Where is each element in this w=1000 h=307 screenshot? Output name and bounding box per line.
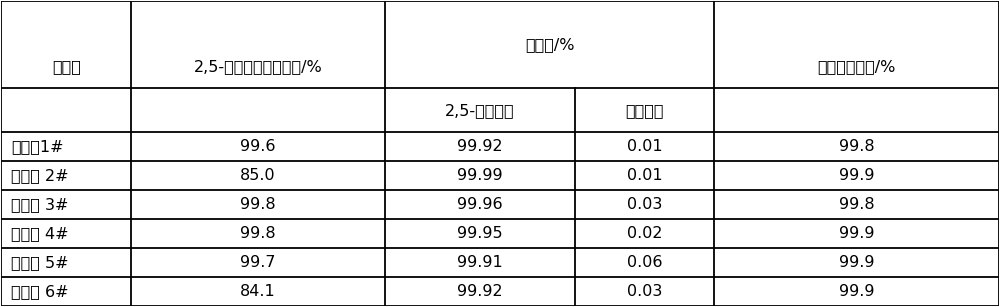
Text: 2,5-二氯苯胺: 2,5-二氯苯胺 bbox=[445, 103, 515, 118]
Text: 脱氯产物: 脱氯产物 bbox=[625, 103, 664, 118]
Text: 催化剂1#: 催化剂1# bbox=[11, 139, 64, 154]
Text: 0.03: 0.03 bbox=[627, 284, 662, 299]
Text: 99.99: 99.99 bbox=[457, 168, 503, 183]
Text: 催化剂回收率/%: 催化剂回收率/% bbox=[817, 59, 896, 74]
Text: 0.03: 0.03 bbox=[627, 197, 662, 212]
Text: 99.9: 99.9 bbox=[839, 284, 874, 299]
Text: 0.01: 0.01 bbox=[627, 168, 662, 183]
Text: 2,5-二氯硝基苯转化率/%: 2,5-二氯硝基苯转化率/% bbox=[194, 59, 323, 74]
Text: 0.06: 0.06 bbox=[627, 255, 662, 270]
Text: 0.01: 0.01 bbox=[627, 139, 662, 154]
Text: 99.91: 99.91 bbox=[457, 255, 503, 270]
Text: 99.8: 99.8 bbox=[240, 226, 276, 241]
Text: 催化剂 3#: 催化剂 3# bbox=[11, 197, 69, 212]
Text: 催化剂 2#: 催化剂 2# bbox=[11, 168, 69, 183]
Text: 99.9: 99.9 bbox=[839, 226, 874, 241]
Text: 99.92: 99.92 bbox=[457, 139, 503, 154]
Text: 99.95: 99.95 bbox=[457, 226, 503, 241]
Text: 99.6: 99.6 bbox=[240, 139, 276, 154]
Text: 催化剂 5#: 催化剂 5# bbox=[11, 255, 69, 270]
Text: 选择性/%: 选择性/% bbox=[525, 37, 575, 52]
Text: 0.02: 0.02 bbox=[627, 226, 662, 241]
Text: 99.7: 99.7 bbox=[240, 255, 276, 270]
Text: 催化剂 6#: 催化剂 6# bbox=[11, 284, 69, 299]
Text: 99.8: 99.8 bbox=[839, 197, 874, 212]
Text: 99.8: 99.8 bbox=[839, 139, 874, 154]
Text: 99.9: 99.9 bbox=[839, 168, 874, 183]
Text: 84.1: 84.1 bbox=[240, 284, 276, 299]
Text: 99.96: 99.96 bbox=[457, 197, 503, 212]
Text: 催化剂: 催化剂 bbox=[52, 59, 81, 74]
Text: 99.8: 99.8 bbox=[240, 197, 276, 212]
Text: 催化剂 4#: 催化剂 4# bbox=[11, 226, 69, 241]
Text: 99.9: 99.9 bbox=[839, 255, 874, 270]
Text: 99.92: 99.92 bbox=[457, 284, 503, 299]
Text: 85.0: 85.0 bbox=[240, 168, 276, 183]
